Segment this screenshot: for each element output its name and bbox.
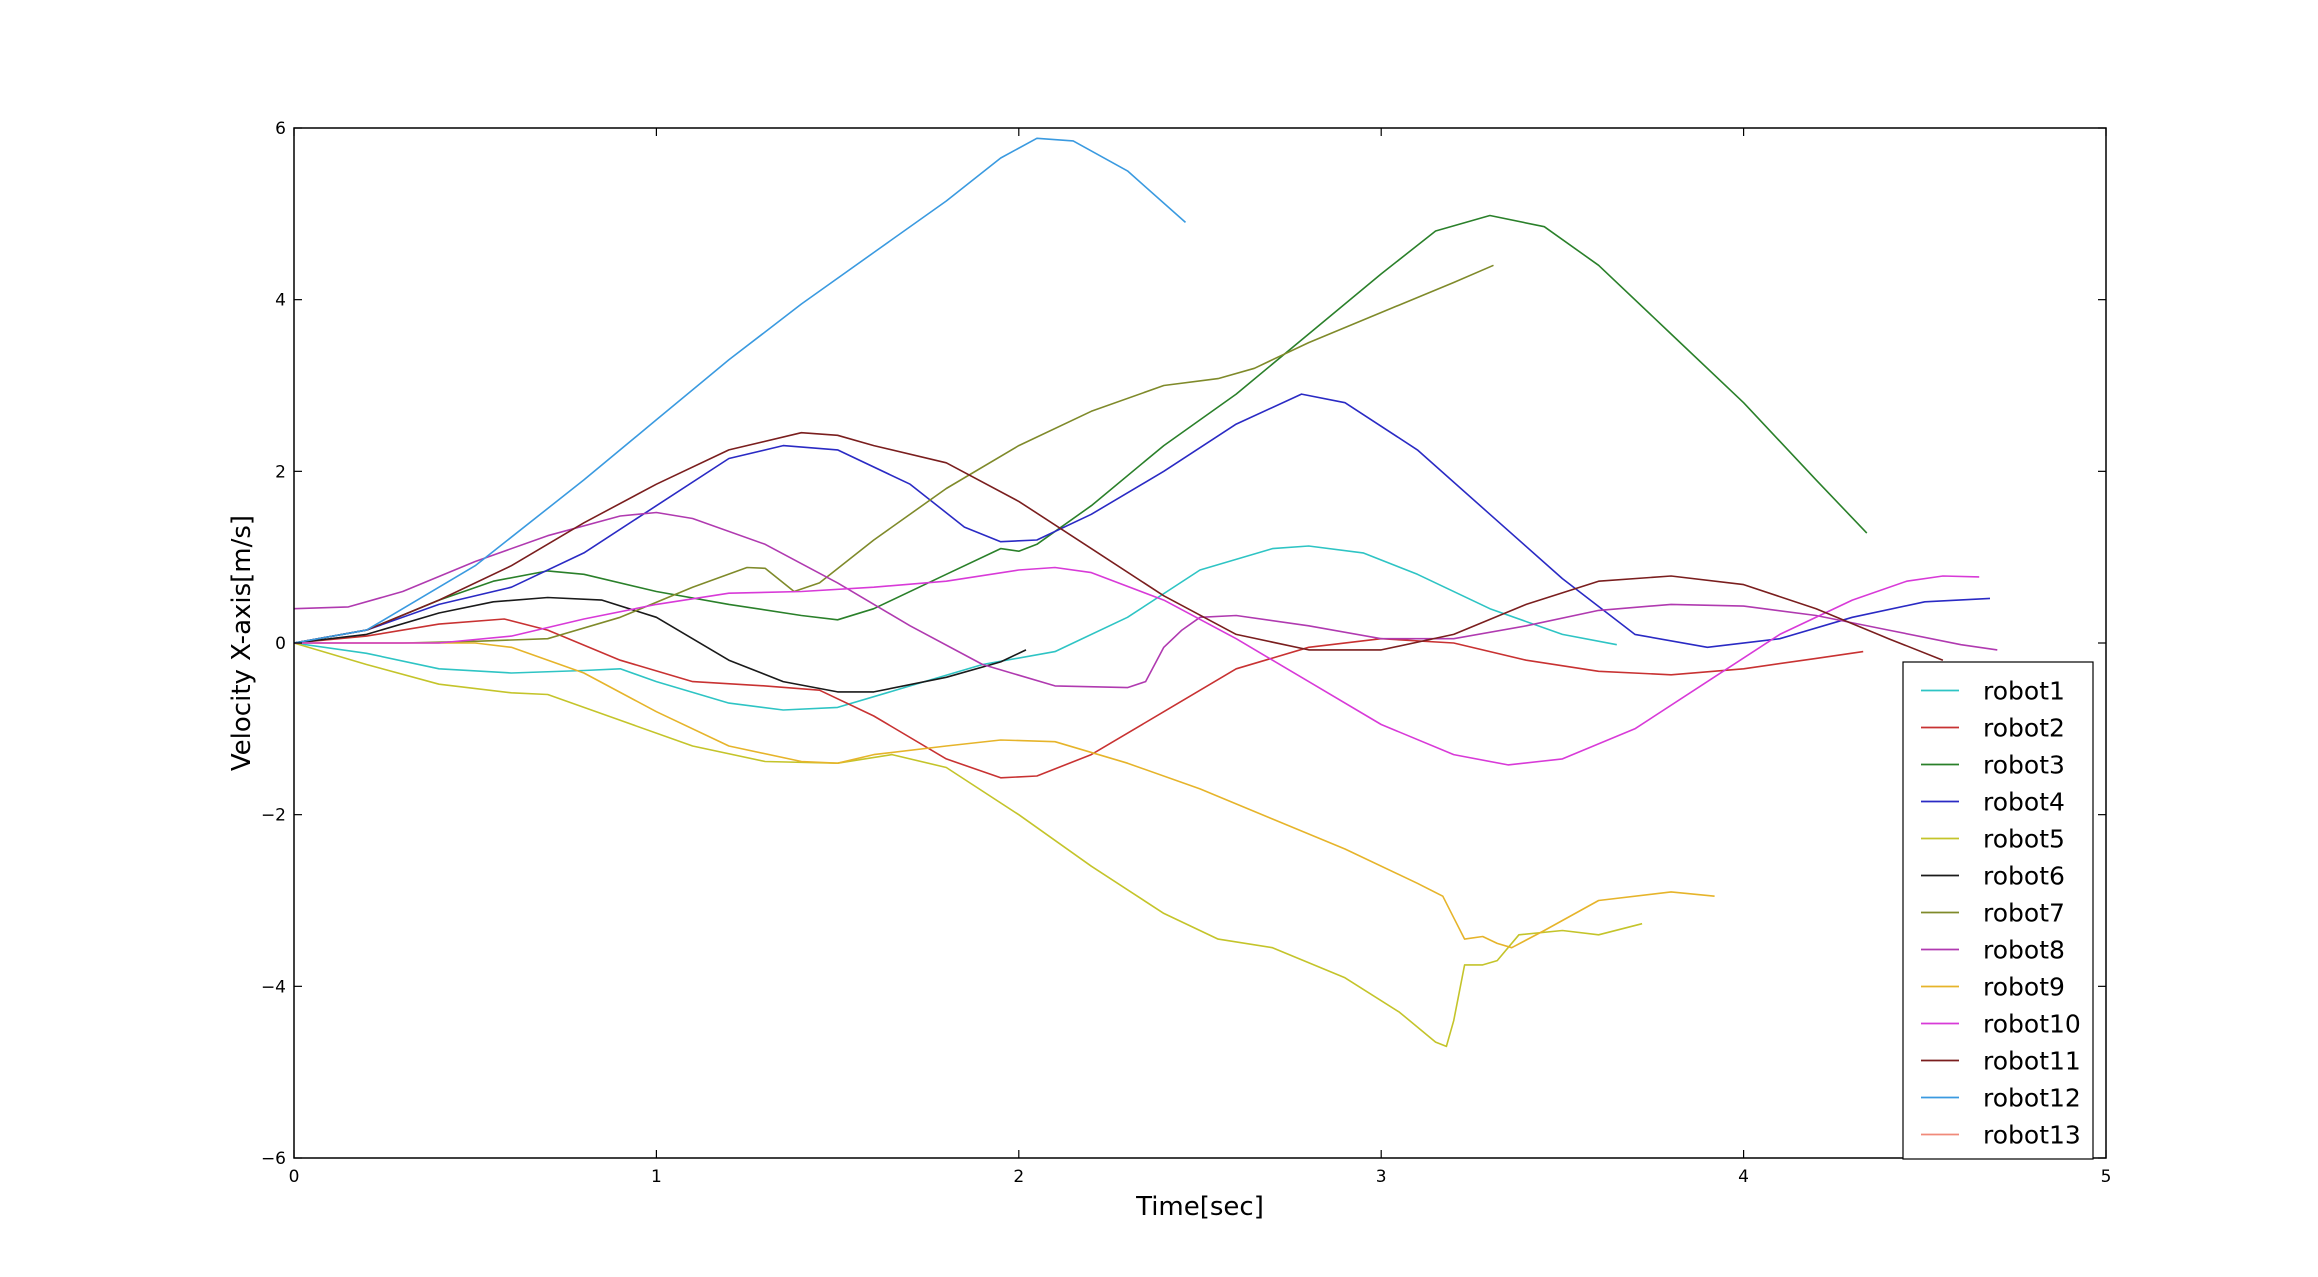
y-tick-label: 0 — [275, 634, 286, 654]
legend-label-robot1: robot1 — [1983, 677, 2065, 706]
series-line-robot2 — [293, 618, 1864, 779]
series-layer — [293, 137, 1998, 1048]
series-line-robot6 — [293, 596, 1027, 693]
legend-label-robot12: robot12 — [1983, 1084, 2081, 1113]
legend: robot1 robot2 robot3 robot4 robot5 robot6 robo… — [1902, 661, 2094, 1160]
legend-label-robot8: robot8 — [1983, 936, 2065, 965]
x-tick-label: 5 — [2101, 1167, 2112, 1187]
legend-label-robot6: robot6 — [1983, 862, 2065, 891]
x-tick-label: 3 — [1376, 1167, 1387, 1187]
x-tick-label: 0 — [289, 1167, 300, 1187]
x-tick-label: 2 — [1013, 1167, 1024, 1187]
legend-label-robot13: robot13 — [1983, 1121, 2081, 1150]
series-line-robot3 — [293, 214, 1868, 644]
legend-label-robot10: robot10 — [1983, 1010, 2081, 1039]
legend-label-robot11: robot11 — [1983, 1047, 2081, 1076]
legend-frame — [1902, 661, 2094, 1160]
ticks-layer: 0 1 2 3 4 5 −6 −4 −2 0 2 4 6 — [261, 119, 2111, 1187]
legend-label-robot5: robot5 — [1983, 825, 2065, 854]
y-tick-label: 6 — [275, 119, 286, 139]
series-line-robot11 — [293, 431, 1944, 661]
series-line-robot4 — [293, 393, 1991, 649]
series-line-robot5 — [293, 642, 1643, 1048]
legend-label-robot2: robot2 — [1983, 714, 2065, 743]
legend-label-robot4: robot4 — [1983, 788, 2065, 817]
series-line-robot10 — [294, 566, 1980, 766]
series-line-robot8 — [293, 511, 1998, 689]
y-tick-label: −2 — [261, 806, 286, 826]
series-line-robot9 — [294, 642, 1715, 949]
y-tick-label: −4 — [261, 977, 286, 997]
legend-label-robot3: robot3 — [1983, 751, 2065, 780]
legend-label-robot9: robot9 — [1983, 973, 2065, 1002]
y-axis-label: Velocity X-axis[m/s] — [227, 515, 257, 771]
x-tick-label: 1 — [651, 1167, 662, 1187]
series-line-robot12 — [293, 137, 1187, 644]
series-line-robot7 — [294, 264, 1494, 644]
x-axis-label: Time[sec] — [1135, 1192, 1264, 1222]
series-line-robot1 — [293, 545, 1617, 711]
y-tick-label: 2 — [275, 462, 286, 482]
legend-label-robot7: robot7 — [1983, 899, 2065, 928]
x-tick-label: 4 — [1738, 1167, 1749, 1187]
y-tick-label: −6 — [261, 1149, 286, 1169]
y-tick-label: 4 — [275, 291, 286, 311]
